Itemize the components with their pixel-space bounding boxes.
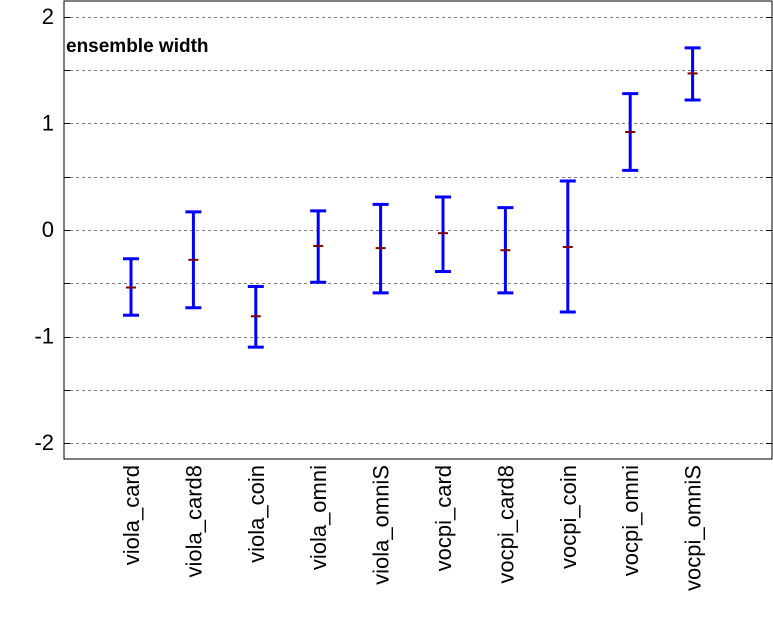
errorbar (185, 210, 202, 310)
errorbar (622, 92, 639, 172)
y-tick-label: 2 (42, 4, 54, 29)
x-tick-label: vocpi_coin (556, 465, 581, 569)
y-axis: -2 -1 0 1 2 (34, 4, 772, 455)
x-tick-label: vocpi_omniS (681, 465, 706, 591)
y-tick-label: 1 (42, 110, 54, 135)
error-bars (123, 46, 701, 349)
x-axis: viola_card viola_card8 viola_coin viola_omn… (119, 465, 706, 591)
y-tick-label: 0 (42, 217, 54, 242)
errorbar (435, 195, 451, 274)
chart-title: ensemble width (66, 36, 209, 57)
errorbar (247, 284, 264, 349)
x-tick-label: viola_omniS (369, 465, 394, 585)
gridlines (64, 17, 772, 444)
x-tick-label: viola_card (119, 465, 144, 565)
x-tick-label: viola_coin (244, 465, 269, 563)
errorbar (497, 206, 514, 295)
errorbar (123, 257, 139, 317)
x-tick-label: viola_card8 (181, 465, 206, 578)
errorbar (684, 46, 701, 102)
errorbar (310, 209, 327, 284)
x-tick-label: viola_omni (306, 465, 331, 570)
errorbar (559, 179, 576, 314)
x-tick-label: vocpi_omni (618, 465, 643, 576)
x-tick-label: vocpi_card8 (493, 465, 518, 584)
y-tick-label: -1 (34, 324, 54, 349)
x-tick-label: vocpi_card (431, 465, 456, 571)
y-tick-label: -2 (34, 430, 54, 455)
errorbar (372, 202, 389, 295)
